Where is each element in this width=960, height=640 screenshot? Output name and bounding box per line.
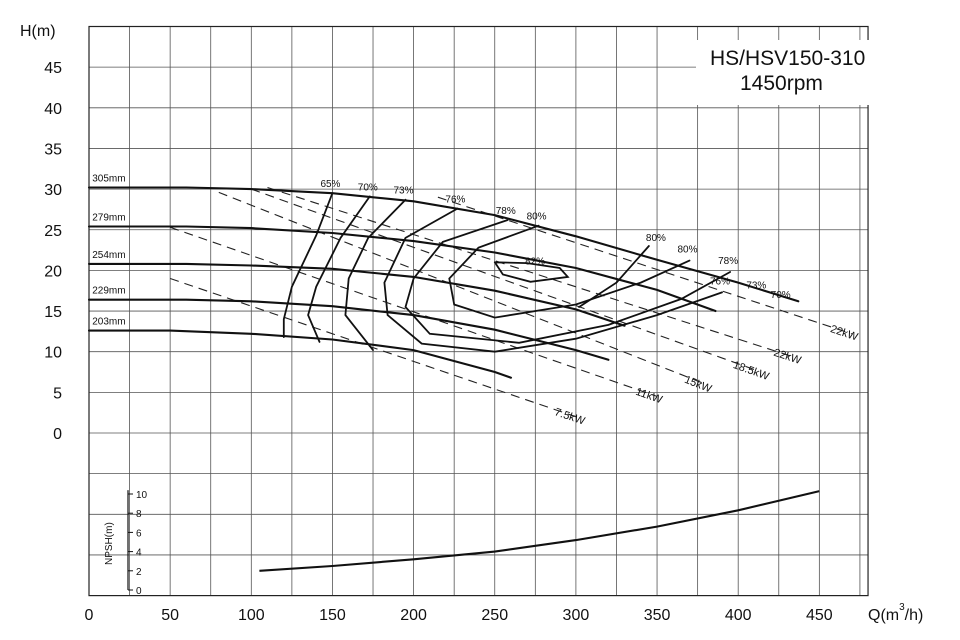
efficiency-label: 78% [718,256,738,267]
efficiency-contour [448,224,691,319]
impeller-diameter-label: 279mm [92,212,125,223]
npsh-tick-label: 10 [136,490,148,501]
x-tick-label: 350 [644,607,671,624]
x-axis-label-end: /h) [905,607,924,624]
npsh-tick-label: 2 [136,567,142,578]
plot-frame [88,25,869,597]
power-line-label: 22kW [829,323,860,343]
x-tick-label: 400 [725,607,752,624]
power-line-label: 11kW [634,386,664,407]
efficiency-label: 80% [678,245,698,256]
efficiency-label: 80% [646,233,666,244]
efficiency-contour [307,195,371,343]
x-tick-label: 50 [161,607,179,624]
efficiency-contours [282,192,731,353]
efficiency-label: 70% [771,290,791,301]
efficiency-label: 73% [393,186,413,197]
x-axis-label-main: Q(m [868,607,899,624]
x-tick-label: 0 [85,607,94,624]
efficiency-contour [282,192,334,338]
y-tick-label: 35 [44,141,62,158]
chart-subtitle: 1450rpm [740,72,823,95]
efficiency-label: 78% [496,206,516,217]
efficiency-contour [404,219,731,344]
x-axis-label-sup: 3 [899,602,905,613]
npsh-tick-label: 8 [136,509,142,520]
efficiency-contour [344,198,407,351]
x-tick-label: 150 [319,607,346,624]
efficiency-label: 82% [525,256,545,267]
efficiency-label: 65% [320,179,340,190]
impeller-diameter-label: 305mm [92,173,125,184]
power-line [170,226,658,397]
impeller-diameter-label: 203mm [92,317,125,328]
x-tick-label: 300 [563,607,590,624]
title-background [696,40,890,105]
npsh-panel [127,490,820,591]
y-tick-label: 30 [44,182,62,199]
impeller-diameter-label: 254mm [92,250,125,261]
x-tick-label: 250 [481,607,508,624]
y-tick-label: 20 [44,263,62,280]
efficiency-contour [493,261,570,283]
npsh-curve [259,490,820,572]
y-tick-label: 15 [44,304,62,321]
y-axis-label: H(m) [20,23,56,40]
impeller-diameter-label: 229mm [92,286,125,297]
efficiency-contour [578,245,650,308]
npsh-axis-label: NPSH(m) [104,522,115,565]
y-tick-label: 5 [53,385,62,402]
y-tick-label: 40 [44,101,62,118]
power-line-label: 18.5kW [731,359,771,383]
head-curve [87,329,513,379]
head-curve [87,298,610,361]
npsh-tick-label: 0 [136,586,142,597]
x-axis-label: Q(m3/h) [868,602,923,624]
y-tick-label: 0 [53,426,62,443]
x-tick-label: 200 [400,607,427,624]
power-line [170,277,577,418]
npsh-tick-label: 4 [136,548,142,559]
efficiency-contour [383,207,723,353]
npsh-tick-label: 6 [136,528,142,539]
power-line [437,196,852,335]
y-tick-label: 10 [44,345,62,362]
power-line [218,191,706,385]
x-tick-label: 450 [806,607,833,624]
head-curve [87,225,717,313]
grid [88,25,890,597]
efficiency-label: 76% [445,195,465,206]
y-tick-label: 45 [44,60,62,77]
efficiency-label: 76% [710,276,730,287]
chart-title: HS/HSV150-310 [710,47,865,70]
y-tick-label: 25 [44,223,62,240]
efficiency-label: 70% [358,182,378,193]
power-line-label: 22kW [772,347,803,367]
efficiency-label: 73% [746,280,766,291]
efficiency-label: 80% [527,212,547,223]
power-line-label: 7.5kW [553,406,587,428]
x-tick-label: 100 [238,607,265,624]
head-curve [87,262,626,327]
head-curve [87,186,800,303]
